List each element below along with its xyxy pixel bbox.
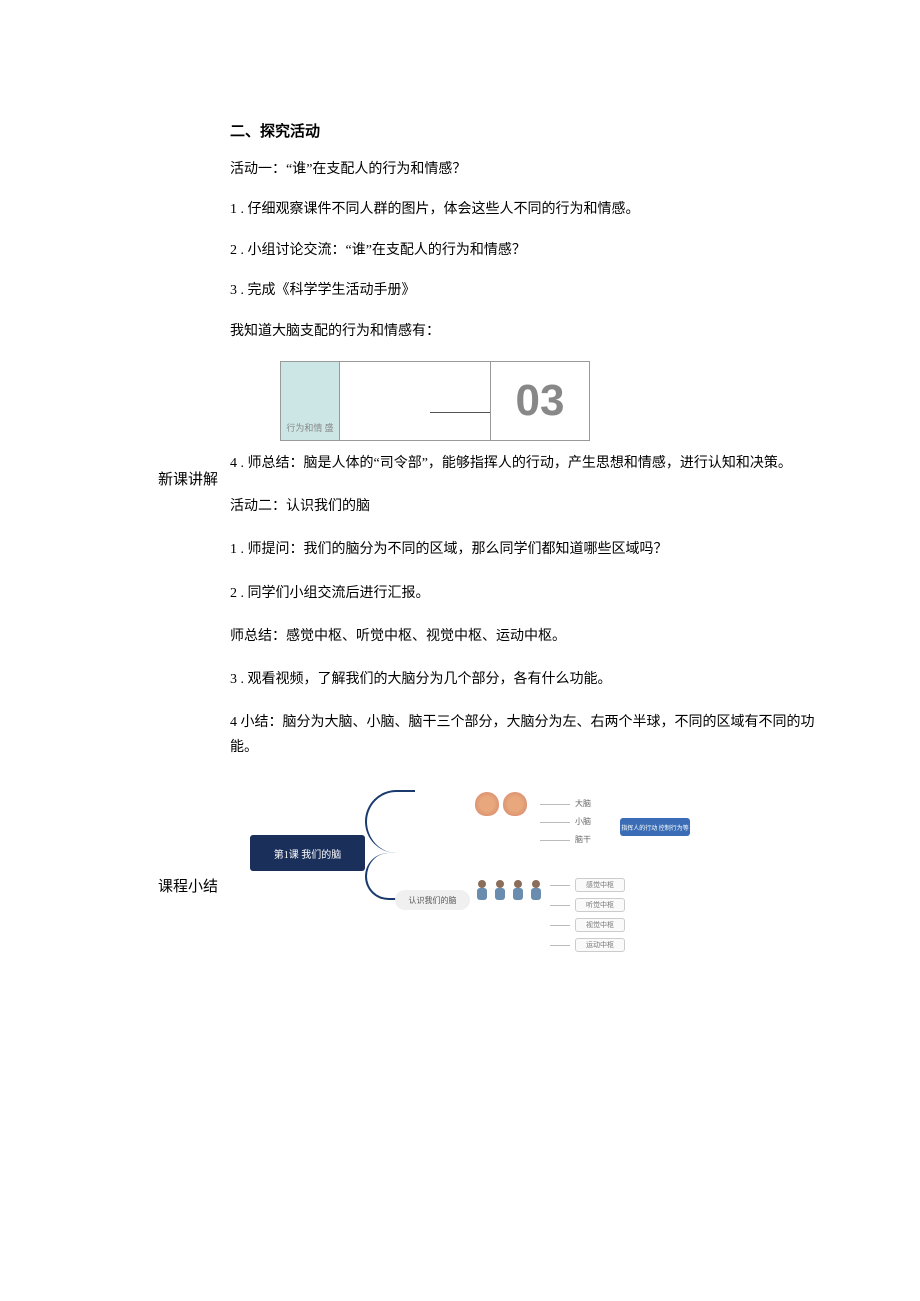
mindmap-blue-note: 指挥人的行动 控制行为等 xyxy=(620,818,690,836)
person-icon xyxy=(529,880,543,902)
activity-1-line-4: 我知道大脑支配的行为和情感有： xyxy=(230,321,840,343)
side-label-new-lesson: 新课讲解 xyxy=(158,468,218,489)
activity-1-title: 活动一：“谁”在支配人的行为和情感？ xyxy=(230,159,840,181)
mindmap-leaf-xiaobrain: 小脑 xyxy=(575,816,591,827)
figure-1-left-label: 行为和情 盛 xyxy=(280,361,340,441)
figure-behavior-box: 行为和情 盛 03 xyxy=(280,361,580,441)
activity-2-title: 活动二：认识我们的脑 xyxy=(230,494,840,519)
activity-1-item-3: 3 . 完成《科学学生活动手册》 xyxy=(230,280,840,302)
mindmap-connector xyxy=(540,804,570,805)
activity-1-item-4: 4 . 师总结：脑是人体的“司令部”，能够指挥人的行动，产生思想和情感，进行认知… xyxy=(230,451,840,476)
mindmap-branch-2-label: 认识我们的脑 xyxy=(395,890,470,910)
mindmap-diagram: 第1课 我们的脑 认识我们的脑 大脑 小脑 脑干 指挥人的行动 控制行为等 感觉… xyxy=(250,780,700,960)
mindmap-leaf-motor: 运动中枢 xyxy=(575,938,625,952)
activity-1-item-2: 2 . 小组讨论交流：“谁”在支配人的行为和情感？ xyxy=(230,240,840,262)
section-2-title: 二、探究活动 xyxy=(230,120,840,141)
mindmap-leaf-brainstem: 脑干 xyxy=(575,834,591,845)
activity-2-item-2: 2 . 同学们小组交流后进行汇报。 xyxy=(230,581,840,606)
brain-icon xyxy=(475,792,499,816)
brain-icon xyxy=(503,792,527,816)
mindmap-connector xyxy=(550,925,570,926)
activity-2-item-1: 1 . 师提问：我们的脑分为不同的区域，那么同学们都知道哪些区域吗？ xyxy=(230,537,840,562)
mindmap-leaf-hearing: 听觉中枢 xyxy=(575,898,625,912)
figure-1-middle xyxy=(340,361,490,441)
mindmap-connector xyxy=(550,885,570,886)
mindmap-connector xyxy=(550,945,570,946)
mindmap-people-images xyxy=(475,880,545,902)
mindmap-connector xyxy=(540,822,570,823)
person-icon xyxy=(493,880,507,902)
activity-2-summary: 师总结：感觉中枢、听觉中枢、视觉中枢、运动中枢。 xyxy=(230,624,840,649)
activity-1-item-1: 1 . 仔细观察课件不同人群的图片，体会这些人不同的行为和情感。 xyxy=(230,199,840,221)
mindmap-leaf-dabrain: 大脑 xyxy=(575,798,591,809)
activity-2-item-4: 4 小结：脑分为大脑、小脑、脑干三个部分，大脑分为左、右两个半球，不同的区域有不… xyxy=(230,710,840,760)
activity-2-item-3: 3 . 观看视频，了解我们的大脑分为几个部分，各有什么功能。 xyxy=(230,667,840,692)
mindmap-leaf-sense: 感觉中枢 xyxy=(575,878,625,892)
person-icon xyxy=(511,880,525,902)
mindmap-leaf-vision: 视觉中枢 xyxy=(575,918,625,932)
figure-1-underline xyxy=(430,412,490,413)
mindmap-connector xyxy=(540,840,570,841)
mindmap-root-node: 第1课 我们的脑 xyxy=(250,835,365,871)
mindmap-curve-top xyxy=(365,790,415,853)
person-icon xyxy=(475,880,489,902)
side-label-course-summary: 课程小结 xyxy=(158,875,218,896)
figure-1-right-number: 03 xyxy=(490,361,590,441)
mindmap-brain-images xyxy=(475,792,535,816)
mindmap-connector xyxy=(550,905,570,906)
